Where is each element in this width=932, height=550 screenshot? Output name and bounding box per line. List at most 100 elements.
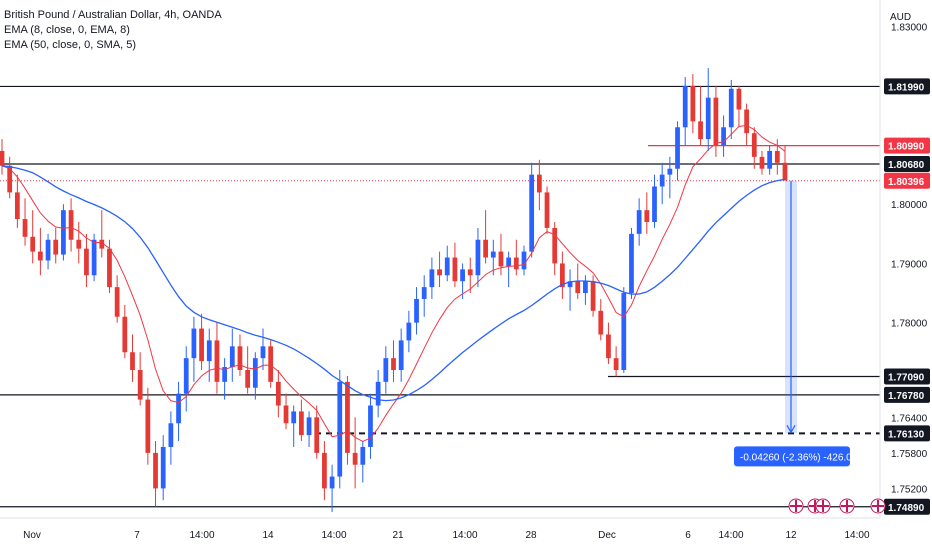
candle-body <box>613 358 619 370</box>
candle-body <box>30 236 36 252</box>
candle-body <box>76 239 82 249</box>
candle-body <box>237 346 243 370</box>
candle-body <box>406 322 412 341</box>
candle-body <box>91 239 97 276</box>
candle-body <box>199 328 204 362</box>
candle-body <box>7 165 13 193</box>
candle-body <box>176 393 181 424</box>
candle-body <box>368 405 373 447</box>
candle-body <box>329 476 335 489</box>
candle-body <box>513 257 519 270</box>
time-tick-label: 14 <box>262 530 274 541</box>
price-level-tag <box>884 172 930 189</box>
candle-body <box>575 281 581 294</box>
price-level-tag-label: 1.77090 <box>888 373 925 384</box>
candle-body <box>322 452 327 489</box>
chart-legend: British Pound / Australian Dollar, 4h, O… <box>4 8 222 53</box>
candle-body <box>774 150 780 163</box>
candle-body <box>114 287 120 317</box>
candle-body <box>14 192 20 220</box>
candle-body <box>414 298 419 323</box>
candle-body <box>606 334 611 359</box>
candle-body <box>521 251 527 270</box>
candle-body <box>145 399 151 453</box>
price-level-tag-label: 1.80396 <box>888 177 925 188</box>
candle-body <box>352 452 358 465</box>
candle-body <box>452 257 458 282</box>
candle-body <box>61 210 66 255</box>
candle-body <box>590 281 596 311</box>
candle-body <box>375 381 381 406</box>
candle-body <box>629 233 634 294</box>
candle-body <box>130 352 135 370</box>
time-tick-label: 14:00 <box>189 530 214 541</box>
price-tick-label: 1.76400 <box>891 413 928 424</box>
price-axis[interactable]: 1.83000 1.80000 1.79000 1.78000 1.76400 1.758… <box>879 0 932 550</box>
candle-body <box>153 452 158 489</box>
price-level-tag-label: 1.80990 <box>888 142 925 153</box>
candle-body <box>183 358 189 394</box>
candle-body <box>398 340 404 370</box>
symbol-title[interactable]: British Pound / Australian Dollar, 4h, O… <box>4 9 222 21</box>
candle-body <box>675 127 680 169</box>
candle-body <box>214 340 220 382</box>
candle-body <box>345 381 350 453</box>
candle-body <box>536 174 542 193</box>
candle-body <box>560 263 565 288</box>
candle-body <box>621 293 627 370</box>
candle-body <box>444 257 450 276</box>
candle-body <box>529 174 535 252</box>
time-tick-label: 12 <box>785 530 797 541</box>
candle-body <box>160 446 166 489</box>
candle-body <box>421 287 427 299</box>
candle-body <box>698 121 703 140</box>
candle-body <box>598 310 604 335</box>
candle-body <box>283 405 289 424</box>
price-level-tag <box>884 498 930 515</box>
candle-body <box>291 411 297 424</box>
price-tick-label: 1.78000 <box>891 319 928 330</box>
price-levels-layer <box>0 85 880 508</box>
ema-fast-legend[interactable]: EMA (8, close, 0, EMA, 8) <box>4 24 130 36</box>
candle-body <box>45 239 51 261</box>
candle-body <box>475 239 481 276</box>
time-tick-label: 14:00 <box>718 530 743 541</box>
candle-body <box>68 210 74 240</box>
candle-body <box>360 446 366 465</box>
price-level-tag-label: 1.76130 <box>888 429 925 440</box>
ema-slow-legend[interactable]: EMA (50, close, 0, SMA, 5) <box>4 39 137 51</box>
candle-body <box>659 174 665 187</box>
time-tick-label: Dec <box>598 530 616 541</box>
candle-body <box>583 281 588 294</box>
candle-body <box>682 85 688 128</box>
candle-body <box>490 251 496 258</box>
candle-body <box>245 370 251 388</box>
measurement-tool[interactable]: -0.04260 (-2.36%) -426.0 <box>734 180 852 467</box>
time-tick-label: 6 <box>685 530 691 541</box>
candle-body <box>544 192 550 228</box>
ema-fast-line <box>1 124 786 442</box>
time-tick-label: 21 <box>392 530 404 541</box>
candle-body <box>84 248 89 276</box>
candle-body <box>705 97 711 140</box>
time-tick-label: 14:00 <box>844 530 869 541</box>
candle-body <box>252 358 258 388</box>
price-tick-label: 1.79000 <box>891 259 928 270</box>
event-flags[interactable] <box>788 498 886 514</box>
candle-body <box>260 346 266 359</box>
candle-body <box>667 168 673 175</box>
time-tick-label: 28 <box>525 530 537 541</box>
candle-body <box>391 358 396 370</box>
time-axis[interactable]: Nov 7 14:00 14 14:00 21 14:00 28 Dec 6 14:00 12 14:0… <box>0 517 880 541</box>
candle-body <box>713 97 719 146</box>
price-level-tag-label: 1.74890 <box>888 503 925 514</box>
measurement-badge <box>734 446 850 467</box>
candle-body <box>314 417 320 453</box>
candle-body <box>552 227 558 264</box>
candle-body <box>229 346 235 368</box>
candle-body <box>299 411 304 436</box>
candle-body <box>429 269 435 288</box>
candle-body <box>736 88 742 110</box>
candle-body <box>337 381 343 477</box>
